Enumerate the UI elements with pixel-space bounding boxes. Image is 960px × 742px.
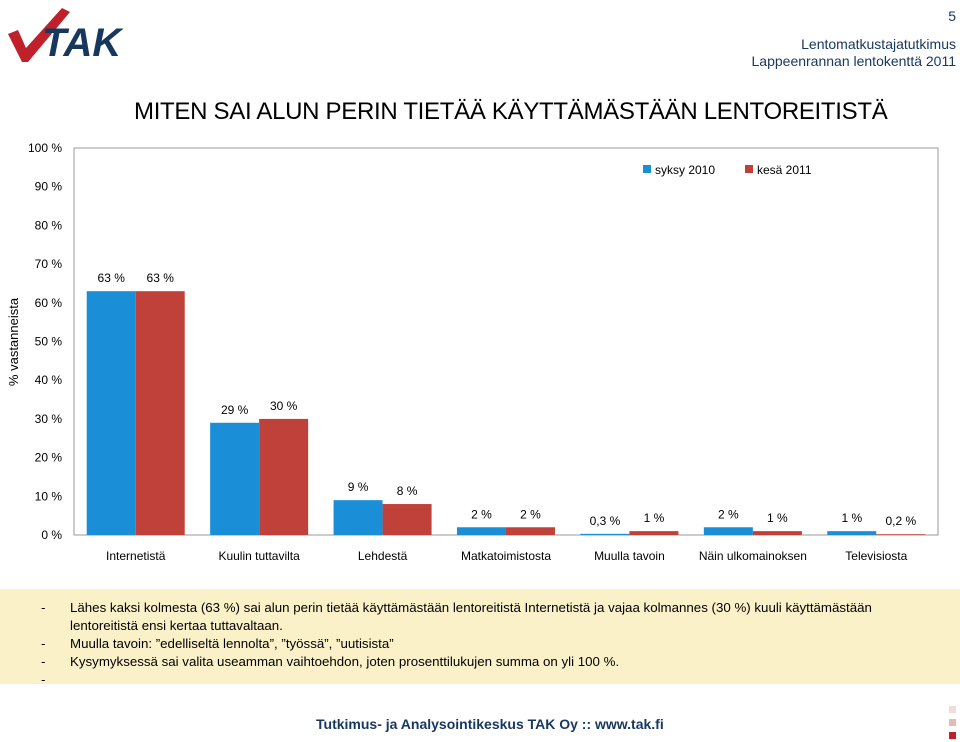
x-category-label: Internetistä bbox=[106, 549, 166, 563]
bar bbox=[506, 527, 555, 535]
bar bbox=[457, 527, 506, 535]
x-category-label: Televisiosta bbox=[845, 549, 907, 563]
bar-data-label: 2 % bbox=[520, 507, 541, 521]
corner-square bbox=[949, 719, 956, 726]
header-line-2: Lappeenrannan lentokenttä 2011 bbox=[751, 53, 956, 69]
bar-data-label: 1 % bbox=[841, 511, 862, 525]
bar-data-label: 8 % bbox=[397, 484, 418, 498]
bar-data-label: 2 % bbox=[718, 507, 739, 521]
bar-data-label: 30 % bbox=[270, 399, 298, 413]
bar-data-label: 0,3 % bbox=[590, 514, 621, 528]
bar bbox=[382, 504, 432, 535]
legend: syksy 2010 kesä 2011 bbox=[643, 163, 812, 177]
bar-data-label: 63 % bbox=[98, 271, 126, 285]
bar bbox=[752, 531, 802, 535]
svg-text:% vastanneista: % vastanneista bbox=[6, 297, 21, 386]
header-line-1: Lentomatkustajatutkimus bbox=[801, 36, 956, 52]
corner-square bbox=[949, 732, 956, 739]
bar bbox=[135, 291, 185, 535]
notes-box: - Lähes kaksi kolmesta (63 %) sai alun pe… bbox=[0, 589, 960, 687]
x-category-label: Lehdestä bbox=[358, 549, 408, 563]
bar-data-label: 2 % bbox=[471, 507, 492, 521]
y-tick-label: 20 % bbox=[35, 451, 63, 465]
logo-text: TAK bbox=[42, 21, 124, 64]
bar-data-label: 0,2 % bbox=[885, 514, 916, 528]
bar bbox=[629, 531, 679, 535]
y-tick-label: 50 % bbox=[35, 335, 63, 349]
y-tick-label: 60 % bbox=[35, 296, 63, 310]
corner-square bbox=[949, 706, 956, 713]
bar bbox=[703, 527, 753, 535]
y-tick-label: 100 % bbox=[28, 141, 62, 155]
bar bbox=[876, 534, 926, 535]
y-tick-label: 70 % bbox=[35, 257, 63, 271]
slide-title: MITEN SAI ALUN PERIN TIETÄÄ KÄYTTÄMÄSTÄÄ… bbox=[134, 98, 888, 125]
bar bbox=[333, 500, 383, 535]
x-category-label: Näin ulkomainoksen bbox=[699, 549, 807, 563]
x-category-label: Muulla tavoin bbox=[594, 549, 665, 563]
y-tick-label: 0 % bbox=[41, 528, 62, 542]
bar-data-label: 1 % bbox=[767, 511, 788, 525]
x-category-label: Matkatoimistosta bbox=[461, 549, 551, 563]
bar-data-label: 63 % bbox=[147, 271, 175, 285]
y-tick-label: 80 % bbox=[35, 218, 63, 232]
plot-area bbox=[73, 147, 939, 536]
tak-logo: TAK bbox=[8, 8, 124, 64]
bar bbox=[827, 531, 877, 535]
bar bbox=[86, 291, 136, 535]
x-category-label: Kuulin tuttavilta bbox=[218, 549, 300, 563]
page-number: 5 bbox=[948, 8, 956, 24]
bar bbox=[580, 533, 630, 535]
legend-label: kesä 2011 bbox=[757, 163, 812, 177]
legend-label: syksy 2010 bbox=[655, 163, 715, 177]
bar-data-label: 1 % bbox=[644, 511, 665, 525]
bar-data-label: 29 % bbox=[221, 403, 249, 417]
legend-swatch bbox=[745, 165, 753, 173]
bar-data-label: 9 % bbox=[348, 480, 369, 494]
y-tick-label: 30 % bbox=[35, 412, 63, 426]
y-tick-label: 40 % bbox=[35, 373, 63, 387]
bar bbox=[259, 418, 309, 535]
legend-swatch bbox=[643, 165, 651, 173]
checkmark-icon bbox=[8, 8, 70, 62]
bar-chart: % vastanneista 0 % 10 % 20 % 30 % 40 % 50 % 60… bbox=[6, 141, 939, 563]
y-tick-label: 10 % bbox=[35, 489, 63, 503]
bar bbox=[210, 422, 260, 535]
footer-text: Tutkimus- ja Analysointikeskus TAK Oy ::… bbox=[316, 716, 664, 732]
y-tick-label: 90 % bbox=[35, 180, 63, 194]
y-axis-title: % vastanneista bbox=[6, 297, 21, 386]
